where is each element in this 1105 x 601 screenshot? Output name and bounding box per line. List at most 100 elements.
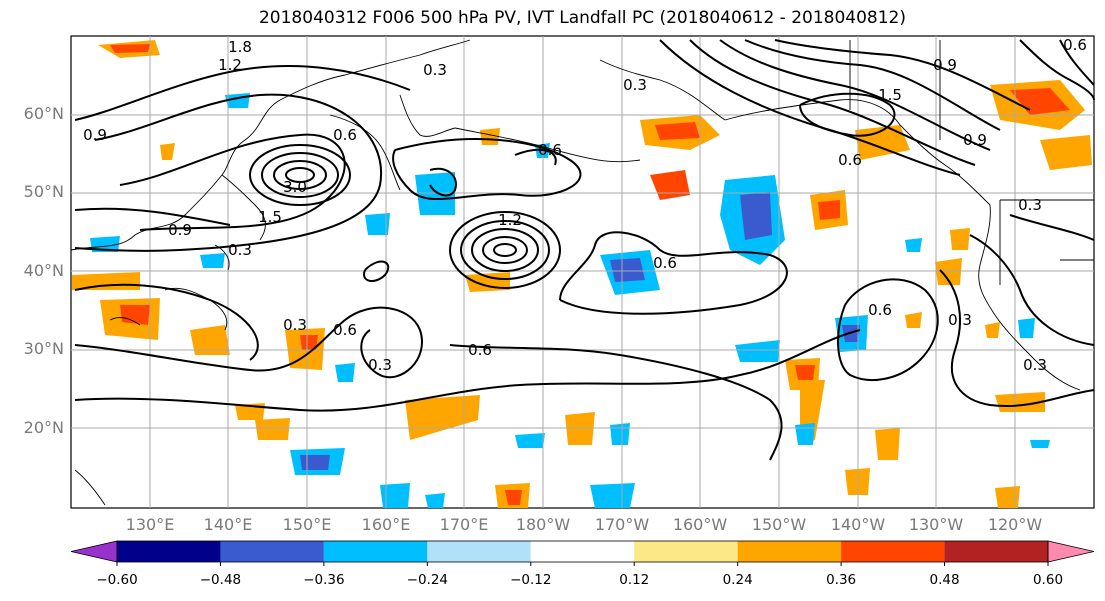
shade-pos (190, 325, 230, 355)
contour-line (1009, 214, 1095, 241)
contour-labels: 1.8 1.2 0.9 0.6 0.3 3.0 1.5 0.3 0.6 1.2 … (83, 36, 1087, 374)
lon-label: 160°E (361, 515, 411, 534)
contour-line (74, 65, 411, 121)
shade-neg (740, 192, 772, 240)
contour-label: 0.3 (228, 241, 252, 259)
lat-label: 50°N (23, 182, 64, 201)
contour-label: 0.6 (868, 301, 892, 319)
shade-pos (905, 312, 922, 328)
colorbar-tick-label: 0.36 (826, 572, 857, 588)
contour-line (939, 269, 1095, 407)
shade-neg (1018, 318, 1035, 338)
contour-line (1019, 39, 1095, 101)
colorbar-extend-high (1047, 540, 1095, 563)
contour-line (74, 306, 423, 379)
contour-line (1059, 39, 1095, 86)
contour-line (449, 344, 783, 461)
shade-pos (110, 44, 150, 53)
colorbar-tick-label: 0.60 (1032, 572, 1064, 588)
contour-line (74, 329, 861, 412)
colorbar-extend-low (70, 540, 118, 563)
contour-line (392, 138, 582, 201)
contour-line (460, 220, 550, 280)
contour-label: 1.5 (258, 208, 282, 226)
contour-label: 0.6 (538, 141, 562, 159)
contour-label: 0.9 (83, 126, 107, 144)
lon-label: 120°W (987, 515, 1043, 534)
shade-pos (950, 228, 970, 250)
contour-line (482, 236, 528, 264)
contour-label: 0.6 (333, 126, 357, 144)
contour-label: 0.9 (168, 221, 192, 239)
contour-label: 0.3 (283, 316, 307, 334)
contour-line (559, 231, 788, 315)
lon-label: 170°E (439, 515, 489, 534)
contour-label: 0.6 (838, 151, 862, 169)
lat-label: 40°N (23, 261, 64, 280)
lon-label: 130°W (908, 515, 964, 534)
shade-neg (200, 253, 225, 268)
graticule (71, 36, 1094, 508)
contour-line (74, 93, 383, 252)
contour-line (774, 39, 1031, 111)
colorbar-segment (841, 541, 945, 562)
lon-label: 150°E (282, 515, 332, 534)
contour-label: 3.0 (283, 178, 307, 196)
lon-label: 180°W (515, 515, 571, 534)
lon-label: 140°E (203, 515, 253, 534)
shade-neg (335, 363, 355, 382)
contour-line (261, 152, 339, 198)
shade-neg (365, 213, 390, 235)
shade-pos (818, 200, 840, 220)
lat-label: 30°N (23, 339, 64, 358)
colorbar-tick-label: −0.24 (406, 572, 449, 588)
colorbar-segment (634, 541, 738, 562)
shade-neg (90, 236, 120, 252)
shade-neg (515, 433, 545, 448)
shade-neg (590, 483, 635, 508)
chart-title: 2018040312 F006 500 hPa PV, IVT Landfall… (258, 8, 906, 28)
shade-neg (905, 238, 922, 252)
colorbar-tick-label: 0.48 (929, 572, 960, 588)
shade-pos (795, 365, 815, 380)
shade-pos (995, 392, 1045, 412)
contour-label: 1.2 (218, 56, 242, 74)
colorbar-segment (427, 541, 531, 562)
pv-contours (74, 39, 1095, 461)
shade-pos (405, 395, 480, 440)
contour-line (744, 39, 1001, 131)
contour-line (363, 260, 390, 282)
colorbar-tick-label: 0.24 (722, 572, 753, 588)
colorbar-segment (323, 541, 428, 562)
shade-pos (855, 125, 910, 160)
contour-label: 0.3 (368, 356, 392, 374)
shade-pos (480, 128, 500, 145)
contour-label: 0.6 (333, 321, 357, 339)
contour-line (719, 39, 991, 151)
lon-label: 140°W (830, 515, 886, 534)
contour-label: 0.6 (468, 341, 492, 359)
contour-label: 0.6 (653, 254, 677, 272)
colorbar-outline (116, 540, 1049, 563)
contour-line (273, 160, 327, 190)
shade-neg (425, 493, 445, 508)
colorbar-segment (220, 541, 324, 562)
contour-line (837, 278, 939, 381)
contour-line (74, 283, 259, 361)
contour-label: 1.8 (228, 38, 252, 56)
colorbar-tick-label: 0.12 (619, 572, 650, 588)
contour-line (429, 167, 457, 197)
shade-pos (995, 486, 1020, 508)
colorbar-tick-label: −0.12 (510, 572, 552, 588)
contour-label: 1.5 (878, 86, 902, 104)
contour-line (471, 228, 539, 272)
contour-label: 0.3 (423, 61, 447, 79)
lon-label: 170°W (594, 515, 650, 534)
contour-line (249, 144, 351, 206)
contour-line (74, 207, 231, 226)
contour-line (689, 39, 976, 166)
contour-label: 0.3 (1018, 196, 1042, 214)
lat-label: 60°N (23, 104, 64, 123)
contour-label: 0.3 (623, 76, 647, 94)
